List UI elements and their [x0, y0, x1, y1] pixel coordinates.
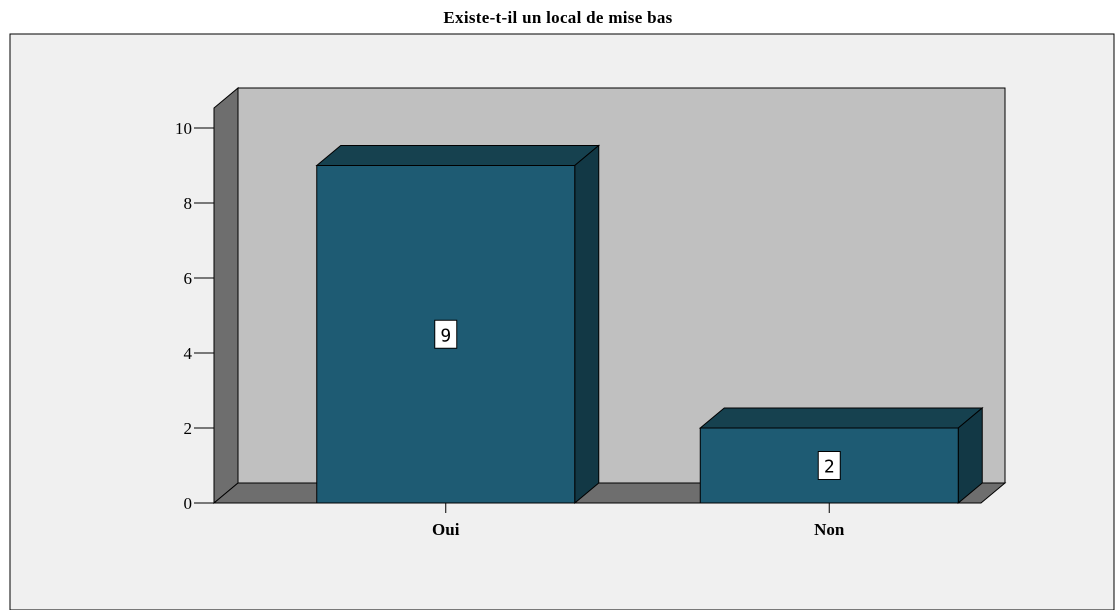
- bars: 92: [315, 144, 984, 505]
- y-tick-label: 2: [184, 419, 193, 438]
- bar-non: 2: [698, 406, 984, 505]
- data-label-box: [434, 319, 458, 349]
- bar-oui: 9: [315, 144, 601, 505]
- bar-top-face: [315, 145, 601, 166]
- x-tick-label: Non: [814, 520, 845, 539]
- x-tick-label: Oui: [432, 520, 460, 539]
- y-tick-label: 8: [184, 194, 193, 213]
- y-tick-label: 0: [184, 494, 193, 513]
- data-label: 2: [824, 457, 835, 478]
- y-axis: 0 2 4 6 8 10: [175, 119, 214, 513]
- data-label: 9: [440, 325, 451, 346]
- data-label-box: [817, 451, 841, 480]
- x-axis: Oui Non: [432, 503, 845, 539]
- plot-side-wall: [213, 86, 239, 505]
- y-tick-label: 10: [175, 119, 192, 138]
- y-tick-label: 4: [184, 344, 193, 363]
- bar-top-face: [698, 407, 984, 429]
- y-tick-label: 6: [184, 269, 193, 288]
- chart-title: Existe-t-il un local de mise bas: [443, 8, 673, 27]
- bar-side-face: [574, 144, 600, 505]
